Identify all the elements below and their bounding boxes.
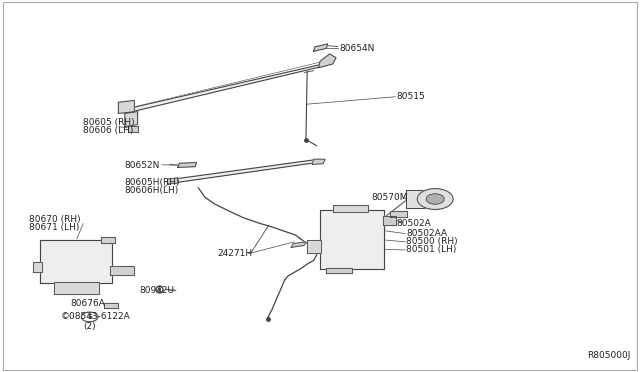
Polygon shape xyxy=(110,266,134,275)
Text: 24271H: 24271H xyxy=(218,249,253,258)
Text: 80570M: 80570M xyxy=(371,193,408,202)
Text: 80502AA: 80502AA xyxy=(406,229,447,238)
Polygon shape xyxy=(178,163,196,167)
Polygon shape xyxy=(128,126,138,132)
Polygon shape xyxy=(168,178,178,184)
Text: 80654N: 80654N xyxy=(339,44,374,53)
Text: (2): (2) xyxy=(83,322,96,331)
Polygon shape xyxy=(390,211,407,217)
Text: 80515: 80515 xyxy=(397,92,426,101)
Circle shape xyxy=(426,194,444,204)
Polygon shape xyxy=(314,44,328,51)
Polygon shape xyxy=(383,216,396,225)
Text: 80942U: 80942U xyxy=(140,286,175,295)
Text: 80605 (RH): 80605 (RH) xyxy=(83,118,135,127)
Polygon shape xyxy=(319,54,336,68)
Text: 80502A: 80502A xyxy=(397,219,431,228)
Polygon shape xyxy=(104,303,118,308)
Polygon shape xyxy=(54,282,99,294)
Text: 80671 (LH): 80671 (LH) xyxy=(29,223,79,232)
Polygon shape xyxy=(118,100,134,113)
Polygon shape xyxy=(33,262,42,272)
Polygon shape xyxy=(125,112,138,126)
Polygon shape xyxy=(326,268,352,273)
Polygon shape xyxy=(333,205,368,212)
Text: 80606H(LH): 80606H(LH) xyxy=(125,186,179,195)
Text: R805000J: R805000J xyxy=(587,351,630,360)
Polygon shape xyxy=(101,237,115,243)
Polygon shape xyxy=(320,210,384,269)
Text: S: S xyxy=(87,314,92,320)
Circle shape xyxy=(417,189,453,209)
Text: 80606 (LH): 80606 (LH) xyxy=(83,126,134,135)
Text: 80676A: 80676A xyxy=(70,299,105,308)
Polygon shape xyxy=(291,242,306,247)
Text: 80652N: 80652N xyxy=(125,161,160,170)
Text: 80501 (LH): 80501 (LH) xyxy=(406,246,457,254)
Polygon shape xyxy=(312,159,325,164)
Polygon shape xyxy=(406,190,429,208)
Polygon shape xyxy=(173,159,319,183)
Text: ©08543-6122A: ©08543-6122A xyxy=(61,312,131,321)
Polygon shape xyxy=(40,240,112,283)
Text: 80670 (RH): 80670 (RH) xyxy=(29,215,81,224)
Text: 80605H(RH): 80605H(RH) xyxy=(125,178,180,187)
Polygon shape xyxy=(307,240,321,253)
Text: 80500 (RH): 80500 (RH) xyxy=(406,237,458,246)
Polygon shape xyxy=(125,63,326,113)
